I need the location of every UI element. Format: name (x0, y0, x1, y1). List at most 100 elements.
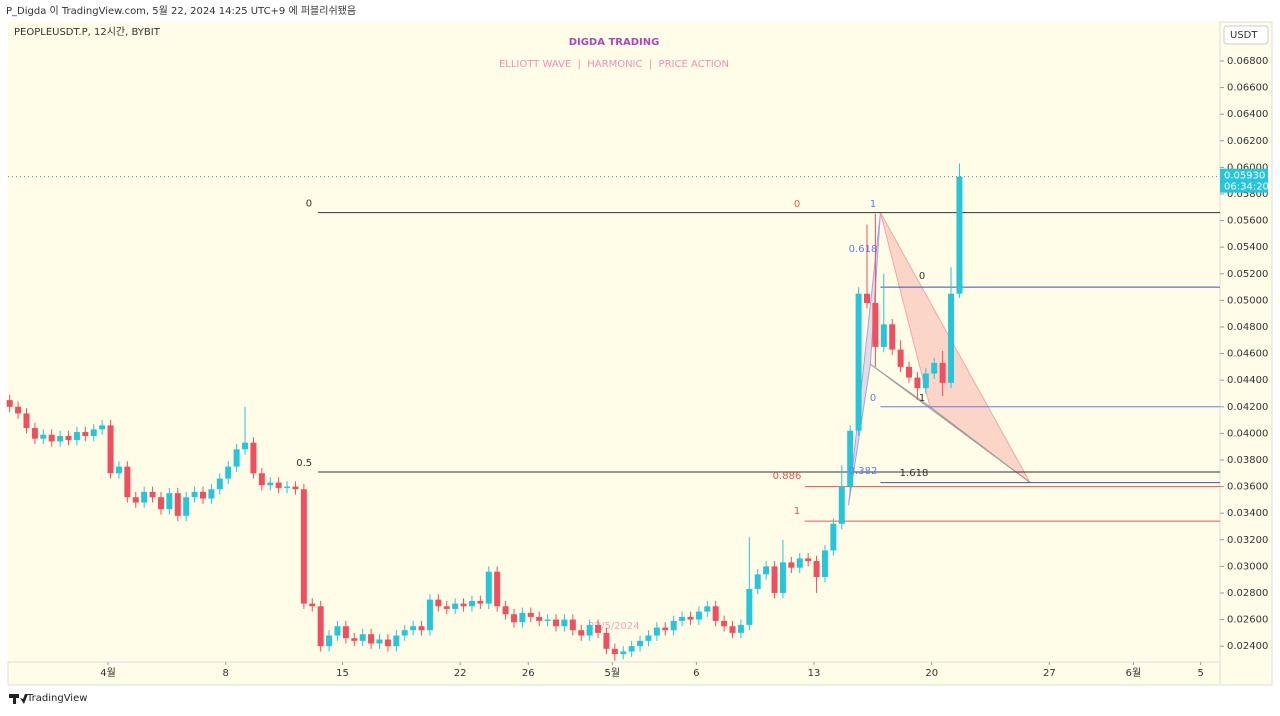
chart-title: DIGDA TRADING (569, 37, 660, 48)
candle-body (242, 442, 249, 450)
candle-body (872, 303, 879, 347)
candle-body (40, 434, 47, 439)
y-tick-label: 0.04200 (1227, 402, 1268, 413)
plot-area (8, 22, 1220, 662)
pattern-label: 0.618 (849, 244, 878, 255)
y-tick-label: 0.06000 (1227, 162, 1268, 173)
candle-body (494, 571, 501, 607)
candle-body (948, 293, 955, 383)
candle-body (897, 349, 904, 367)
candle-body (115, 466, 122, 474)
y-tick-label: 0.04000 (1227, 428, 1268, 439)
candle-body (275, 482, 282, 488)
watermark: 22/5/2024 (588, 621, 639, 632)
y-tick-label: 0.03200 (1227, 535, 1268, 546)
y-tick-label: 0.05000 (1227, 295, 1268, 306)
candle-body (284, 486, 291, 488)
candle-body (351, 638, 358, 641)
candle-body (48, 434, 55, 442)
y-tick-label: 0.06400 (1227, 109, 1268, 120)
candle-body (326, 635, 333, 647)
x-tick-label: 4월 (100, 667, 116, 679)
x-tick-label: 13 (808, 668, 821, 679)
candle-body (939, 362, 946, 383)
chart-layer: 0.02400 0.02600 0.02800 0.03000 0.03200 0.034… (6, 56, 1269, 679)
candle-body (880, 324, 887, 347)
candle-body (233, 449, 240, 467)
candle-body (317, 606, 324, 647)
candle-body (65, 436, 72, 441)
candle-body (721, 620, 728, 627)
candle-body (334, 626, 341, 636)
x-tick-label: 27 (1043, 668, 1056, 679)
candle-body (662, 627, 669, 631)
candle-body (300, 489, 307, 604)
candle-body (460, 603, 467, 607)
candle-body (569, 619, 576, 631)
candle-body (838, 486, 845, 524)
candle-body (468, 600, 475, 607)
candle-body (737, 624, 744, 633)
y-tick-label: 0.04600 (1227, 349, 1268, 360)
x-tick-label: 20 (925, 668, 938, 679)
candle-body (729, 626, 736, 633)
candle-body (309, 603, 316, 607)
y-tick-label: 0.02800 (1227, 588, 1268, 599)
pattern-label: 0.382 (849, 466, 878, 477)
candle-body (124, 466, 131, 498)
candle-body (132, 497, 139, 503)
x-tick-label: 6 (693, 668, 699, 679)
level-label: 0 (306, 199, 312, 210)
candle-body (99, 425, 106, 430)
brand: TradingView (26, 693, 87, 704)
y-tick-label: 0.06200 (1227, 136, 1268, 147)
chart-subtitle: ELLIOTT WAVE | HARMONIC | PRICE ACTION (499, 59, 729, 70)
candle-body (90, 429, 97, 437)
currency-box[interactable] (1223, 25, 1269, 45)
candle-body (687, 616, 694, 620)
x-tick-label: 26 (522, 668, 535, 679)
level-label: 0.5 (296, 458, 312, 469)
y-tick-label: 0.04800 (1227, 322, 1268, 333)
candle-body (519, 612, 526, 623)
candle-body (855, 293, 862, 431)
candle-body (208, 489, 215, 499)
candle-body (384, 639, 391, 647)
candle-body (628, 646, 635, 652)
candle-body (922, 373, 929, 389)
candle-body (595, 624, 602, 633)
candle-body (712, 606, 719, 621)
candle-body (368, 634, 375, 644)
candle-body (73, 432, 80, 441)
candle-body (410, 626, 417, 631)
y-tick-label: 0.05400 (1227, 242, 1268, 253)
pattern-label: 1 (794, 506, 800, 517)
x-tick-label: 22 (454, 668, 467, 679)
candle-body (763, 566, 770, 575)
candle-body (779, 562, 786, 593)
last-price-label: 0.05930 (1224, 171, 1265, 182)
candle-body (536, 616, 543, 621)
y-tick-label: 0.03800 (1227, 455, 1268, 466)
price-axis (1219, 21, 1273, 686)
candle-body (452, 603, 459, 609)
y-tick-label: 0.05600 (1227, 216, 1268, 227)
y-tick-label: 0.03600 (1227, 482, 1268, 493)
candle-body (796, 558, 803, 568)
candle-body (746, 588, 753, 625)
candle-body (359, 634, 366, 641)
candle-body (956, 176, 963, 294)
candle-body (821, 550, 828, 578)
x-tick-label: 5 (1197, 668, 1203, 679)
y-tick-label: 0.05800 (1227, 189, 1268, 200)
candle-body (418, 626, 425, 631)
candle-body (561, 619, 568, 627)
candle-body (603, 632, 610, 649)
currency: USDT (1230, 30, 1258, 41)
x-tick-label: 8 (223, 668, 229, 679)
candle-body (670, 620, 677, 631)
candle-body (527, 612, 534, 617)
pattern-label: 0 (794, 199, 800, 210)
candle-body (863, 293, 870, 304)
time-axis (7, 661, 1221, 686)
